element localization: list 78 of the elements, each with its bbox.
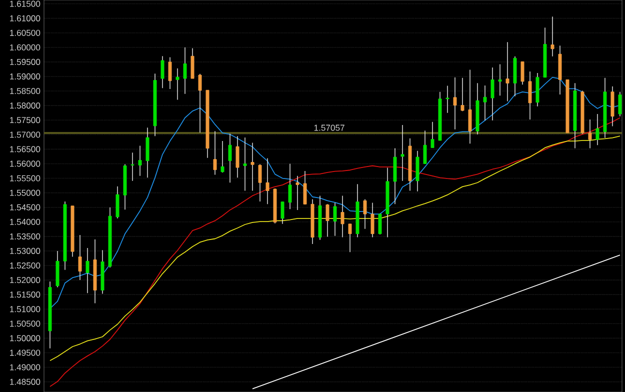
candlestick <box>296 176 300 210</box>
y-tick-label: 1.60500 <box>10 30 40 36</box>
candlestick <box>266 158 270 205</box>
ref-line-label: 1.57057 <box>314 124 344 131</box>
y-tick-label: 1.49500 <box>10 350 40 356</box>
y-tick-label: 1.55000 <box>10 190 40 196</box>
y-tick-label: 1.55500 <box>10 175 40 182</box>
candlestick <box>176 68 180 100</box>
y-tick-label: 1.60000 <box>10 44 40 50</box>
candlestick <box>138 145 142 176</box>
candlestick <box>198 73 202 133</box>
candlestick <box>596 114 600 146</box>
candlestick <box>348 224 352 252</box>
candlestick <box>490 67 494 121</box>
y-tick-label: 1.61000 <box>10 15 40 22</box>
candlestick <box>588 119 592 149</box>
candlestick <box>378 213 382 235</box>
candlestick <box>280 201 284 224</box>
y-tick-label: 1.56000 <box>10 160 40 167</box>
y-tick-label: 1.50000 <box>10 335 40 342</box>
candlestick <box>258 164 262 202</box>
candlestick <box>78 234 82 280</box>
y-tick-label: 1.51500 <box>10 292 40 298</box>
y-tick-label: 1.52000 <box>10 277 40 284</box>
candlestick <box>460 78 464 112</box>
candlestick <box>146 127 150 178</box>
y-tick-label: 1.56500 <box>10 146 40 152</box>
y-tick-label: 1.54500 <box>10 204 40 210</box>
y-tick-label: 1.49000 <box>10 364 40 370</box>
candlestick <box>430 121 434 148</box>
candlestick <box>483 85 487 121</box>
line-series <box>50 76 620 309</box>
y-tick-label: 1.48500 <box>10 378 40 385</box>
candlestick <box>550 16 554 57</box>
candlestick <box>446 85 450 114</box>
candlestick <box>528 71 532 120</box>
candlestick <box>190 48 194 79</box>
y-tick-label: 1.57000 <box>10 132 40 138</box>
candlestick <box>423 130 427 164</box>
candlestick <box>326 204 330 238</box>
candlestick <box>288 163 292 210</box>
candlestick <box>303 170 307 205</box>
y-tick-label: 1.54000 <box>10 218 40 225</box>
candlestick <box>498 64 502 96</box>
candlestick <box>243 137 247 192</box>
candlestick <box>130 152 134 182</box>
candlestick <box>506 42 510 102</box>
candlestick <box>468 69 472 144</box>
y-tick-label: 1.51000 <box>10 306 40 312</box>
candlestick <box>400 124 404 182</box>
y-tick-label: 1.59000 <box>10 73 40 80</box>
candlestick <box>370 202 374 238</box>
candlestick <box>160 56 164 88</box>
y-tick-label: 1.52500 <box>10 262 40 269</box>
y-tick-label: 1.50500 <box>10 320 40 327</box>
y-tick-label: 1.58000 <box>10 102 40 109</box>
y-tick-label: 1.57500 <box>10 117 40 124</box>
candlestick <box>220 140 224 173</box>
candlestick <box>250 142 254 192</box>
candlestick <box>168 56 172 90</box>
candlestick <box>363 198 367 230</box>
candlestick <box>618 92 622 117</box>
candlestick <box>236 136 240 178</box>
candlestick <box>520 61 524 85</box>
candlestick <box>116 186 120 219</box>
candlestick <box>340 195 344 238</box>
candlestick <box>183 47 187 94</box>
candlestick <box>453 76 457 130</box>
y-tick-label: 1.58500 <box>10 88 40 94</box>
y-tick-label: 1.59500 <box>10 58 40 65</box>
y-tick-label: 1.53000 <box>10 248 40 254</box>
candlestick <box>333 202 337 236</box>
candlestick <box>228 133 232 183</box>
candlestick <box>86 248 90 294</box>
candlestick <box>416 150 420 192</box>
y-tick-label: 1.53500 <box>10 233 40 240</box>
y-tick-label: 1.61500 <box>10 0 40 7</box>
candlestick <box>213 130 217 176</box>
